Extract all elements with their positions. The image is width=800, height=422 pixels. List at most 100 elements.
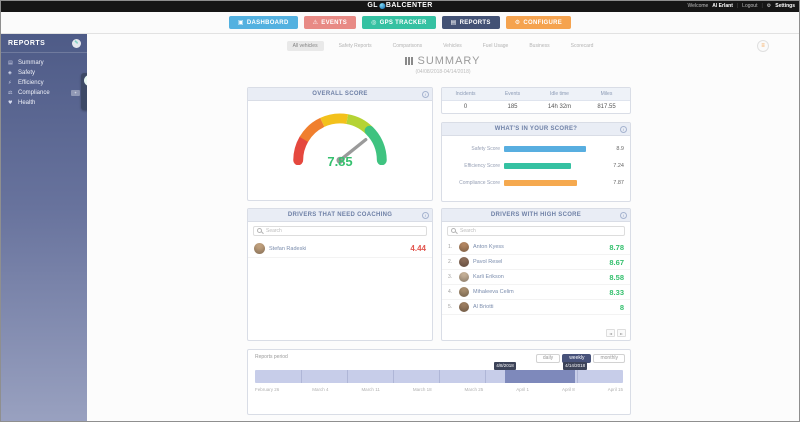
- score-gauge: 7.85: [248, 101, 432, 169]
- logo-text-left: GL: [367, 2, 378, 9]
- menu-icon[interactable]: ≡: [757, 40, 769, 52]
- list-item[interactable]: 2. Pavol Resel 8.67: [442, 255, 630, 270]
- score-breakdown-rows: Safety Score 8.9 Efficiency Score 7.24 C…: [442, 136, 630, 188]
- avatar: [254, 243, 265, 254]
- info-icon[interactable]: [422, 90, 429, 98]
- reports-period-label: Reports period: [255, 354, 288, 360]
- sidebar-item-label: Efficiency: [18, 80, 44, 86]
- info-icon[interactable]: [422, 211, 429, 219]
- nav-reports-label: REPORTS: [459, 19, 491, 26]
- rank-number: 3.: [448, 274, 453, 280]
- list-item[interactable]: 4. Mihaleeva Celim 8.33: [442, 285, 630, 300]
- app-logo: GL BALCENTER: [367, 2, 432, 9]
- scales-icon: ⚖: [8, 90, 13, 96]
- avatar: [459, 287, 469, 297]
- welcome-label: Welcome: [687, 3, 709, 9]
- sidebar-title: REPORTS: [8, 40, 46, 47]
- sidebar-item-efficiency[interactable]: ⚡ Efficiency: [1, 78, 87, 88]
- rank-number: 4.: [448, 289, 453, 295]
- driver-score: 8.33: [609, 287, 624, 297]
- driver-score: 8: [619, 302, 624, 312]
- tab-comparisons[interactable]: Comparisons: [392, 43, 423, 49]
- sidebar-item-summary[interactable]: ▤ Summary: [1, 58, 87, 68]
- tab-business[interactable]: Business: [529, 43, 550, 49]
- avatar: [459, 242, 469, 252]
- list-item[interactable]: 5. Al Briotti 8: [442, 300, 630, 315]
- compliance-badge[interactable]: +: [71, 90, 80, 96]
- axis-label: February 26: [255, 387, 280, 392]
- sidebar-item-compliance[interactable]: ⚖ Compliance +: [1, 88, 87, 98]
- overall-score-header: OVERALL SCORE: [248, 88, 432, 101]
- report-chart-icon: ▤: [450, 19, 457, 26]
- page-title: SUMMARY: [87, 55, 799, 67]
- nav-gps-tracker-button[interactable]: ◎ GPS TRACKER: [362, 16, 436, 29]
- nav-dashboard-label: DASHBOARD: [246, 19, 289, 26]
- compliance-score-label: Compliance Score: [459, 180, 500, 186]
- gear-icon: ⚙: [766, 3, 772, 9]
- nav-events-button[interactable]: ⚠ EVENTS: [303, 16, 357, 29]
- high-score-search-input[interactable]: [460, 228, 621, 234]
- efficiency-score-bar-track: [504, 163, 606, 169]
- driver-name: Karli Erikson: [473, 274, 504, 280]
- selected-period-range[interactable]: [505, 370, 576, 383]
- tab-vehicles[interactable]: Vehicles: [443, 43, 462, 49]
- coaching-search-input[interactable]: [266, 228, 423, 234]
- period-timeline-slider[interactable]: 4/8/2018 4/14/2018: [255, 362, 623, 383]
- nav-events-label: EVENTS: [321, 19, 348, 26]
- search-icon: [451, 228, 457, 234]
- avatar: [459, 257, 469, 267]
- tab-fuel-usage[interactable]: Fuel Usage: [482, 43, 509, 49]
- driver-score: 4.44: [410, 244, 426, 253]
- overall-score-panel: OVERALL SCORE 7.85: [247, 87, 433, 201]
- tab-safety-reports[interactable]: Safety Reports: [338, 43, 372, 49]
- username: Al Erlant: [712, 3, 733, 9]
- driver-name: Pavol Resel: [473, 259, 503, 265]
- safety-score-label: Safety Score: [471, 146, 500, 152]
- incidents-value: 0: [463, 104, 468, 110]
- top-bar: GL BALCENTER Welcome Al Erlant | Logout …: [1, 1, 799, 12]
- sidebar-item-health[interactable]: ♥ Health: [1, 98, 87, 108]
- sidebar-item-safety[interactable]: ◈ Safety: [1, 68, 87, 78]
- miles-value: 817.55: [597, 104, 616, 110]
- monthly-button[interactable]: monthly: [593, 354, 625, 363]
- logo-text-right: BALCENTER: [385, 2, 433, 9]
- list-item[interactable]: 1. Anton Kyess 8.78: [442, 240, 630, 255]
- rank-number: 2.: [448, 259, 453, 265]
- nav-dashboard-button[interactable]: ▣ DASHBOARD: [228, 16, 298, 29]
- stats-values-row: 0 185 14h 32m 817.55: [442, 101, 630, 113]
- tab-scorecard[interactable]: Scorecard: [570, 43, 594, 49]
- nav-reports-button[interactable]: ▤ REPORTS: [441, 16, 500, 29]
- safety-score-row: Safety Score 8.9: [448, 144, 624, 154]
- prev-page-button[interactable]: [606, 329, 615, 337]
- nav-configure-button[interactable]: ⚙ CONFIGURE: [505, 16, 572, 29]
- axis-label: March 25: [464, 387, 484, 392]
- list-item[interactable]: Stefan Radeski 4.44: [248, 240, 432, 258]
- overall-score-value: 7.85: [327, 154, 353, 169]
- list-item[interactable]: 3. Karli Erikson 8.58: [442, 270, 630, 285]
- timeline-axis-labels: February 26 March 4 March 11 March 18 Ma…: [255, 387, 623, 392]
- logout-link[interactable]: Logout: [742, 3, 758, 9]
- next-page-button[interactable]: [617, 329, 626, 337]
- stats-col-incidents: Incidents: [442, 88, 489, 101]
- axis-label: April 8: [561, 387, 575, 392]
- idle-time-value: 14h 32m: [547, 104, 572, 110]
- info-icon[interactable]: [620, 125, 627, 133]
- daily-button[interactable]: daily: [535, 354, 561, 363]
- score-breakdown-panel: WHAT'S IN YOUR SCORE? Safety Score 8.9 E…: [441, 122, 631, 202]
- driver-score: 8.67: [609, 257, 624, 267]
- globe-icon: [378, 2, 385, 9]
- compliance-score-value: 7.87: [613, 180, 624, 186]
- driver-score: 8.78: [609, 242, 624, 252]
- sidebar-item-label: Compliance: [18, 90, 50, 96]
- edit-pencil-icon[interactable]: ✎: [72, 39, 81, 48]
- compliance-score-bar-track: [504, 180, 606, 186]
- coaching-drivers-panel: DRIVERS THAT NEED COACHING Stefan Radesk…: [247, 208, 433, 341]
- tab-all-vehicles[interactable]: All vehicles: [286, 41, 324, 51]
- info-icon[interactable]: [620, 211, 627, 219]
- divider: |: [736, 3, 739, 9]
- settings-link[interactable]: Settings: [775, 3, 795, 9]
- reports-sidebar: REPORTS ✎ ▤ Summary ◈ Safety ⚡ Efficienc…: [1, 34, 87, 421]
- axis-label: March 4: [312, 387, 329, 392]
- main-nav: ▣ DASHBOARD ⚠ EVENTS ◎ GPS TRACKER ▤ REP…: [1, 12, 799, 34]
- nav-configure-label: CONFIGURE: [523, 19, 563, 26]
